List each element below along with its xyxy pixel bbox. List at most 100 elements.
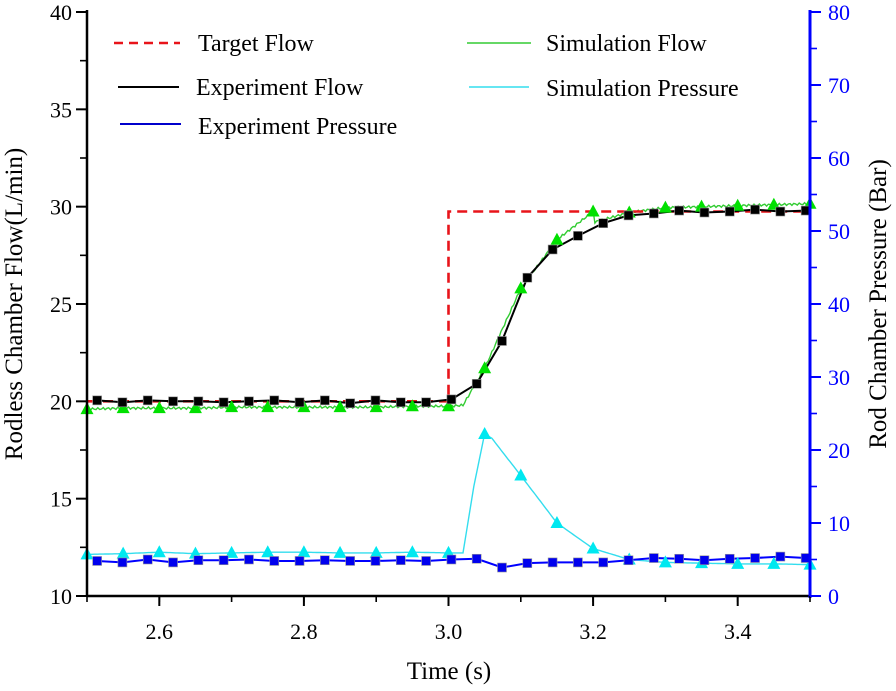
legend: Target Flow Experiment Flow Experiment P… xyxy=(114,31,739,140)
data-point-experiment-pressure xyxy=(623,555,634,566)
data-point-experiment-pressure xyxy=(598,557,609,568)
data-point-simulation-flow xyxy=(658,200,672,213)
y2-tick-label: 10 xyxy=(828,511,850,536)
series-line-experiment-flow xyxy=(97,208,806,405)
data-point-experiment-flow xyxy=(168,396,178,407)
data-point-experiment-pressure xyxy=(674,553,684,564)
data-point-experiment-pressure xyxy=(370,556,381,566)
y2-tick-label: 80 xyxy=(828,0,850,25)
data-point-simulation-pressure xyxy=(152,545,166,558)
y-tick-label: 30 xyxy=(50,195,72,220)
x-tick-label: 2.8 xyxy=(290,619,318,644)
legend-label-experiment-flow: Experiment Flow xyxy=(196,75,364,101)
y2-tick-label: 60 xyxy=(828,146,850,171)
data-point-experiment-pressure xyxy=(92,556,102,566)
data-point-experiment-flow xyxy=(294,397,305,408)
data-point-experiment-flow xyxy=(674,205,684,216)
data-point-experiment-pressure xyxy=(497,562,507,573)
y2-tick-label: 50 xyxy=(828,219,850,244)
data-point-experiment-pressure xyxy=(573,557,583,568)
data-point-experiment-flow xyxy=(573,231,583,241)
y-tick-label: 35 xyxy=(50,97,72,122)
data-point-experiment-pressure xyxy=(345,556,355,566)
axes-layer: 2.6 2.8 3.0 3.2 3.4 10 15 20 25 30 35 40 0 10 20 30 40 50… xyxy=(50,0,850,644)
x-tick-label: 3.2 xyxy=(579,619,607,644)
data-point-experiment-flow xyxy=(724,206,735,217)
x-tick-label: 3.4 xyxy=(724,619,752,644)
y-tick-label: 20 xyxy=(50,389,72,414)
x-tick-label: 3.0 xyxy=(435,619,463,644)
data-point-experiment-flow xyxy=(446,394,457,405)
legend-label-simulation-pressure: Simulation Pressure xyxy=(546,76,739,102)
data-point-experiment-flow xyxy=(547,244,558,255)
data-point-simulation-pressure xyxy=(116,546,130,559)
y2-tick-label: 30 xyxy=(828,365,850,390)
data-point-simulation-flow xyxy=(152,401,166,414)
data-point-experiment-pressure xyxy=(724,553,735,564)
data-point-experiment-pressure xyxy=(244,554,254,565)
data-point-experiment-flow xyxy=(699,207,710,218)
data-point-experiment-pressure xyxy=(522,558,533,568)
data-point-simulation-flow xyxy=(586,204,600,217)
data-point-experiment-flow xyxy=(117,397,128,408)
data-point-simulation-pressure xyxy=(586,541,600,554)
data-point-experiment-flow xyxy=(320,395,330,406)
data-point-experiment-flow xyxy=(92,395,102,406)
data-point-simulation-pressure xyxy=(405,545,419,558)
x-axis-title: Time (s) xyxy=(407,658,492,685)
data-point-simulation-flow xyxy=(369,400,383,413)
data-point-experiment-flow xyxy=(244,396,254,407)
series-layer xyxy=(80,196,817,573)
y2-tick-label: 20 xyxy=(828,438,850,463)
x-tick-label: 2.6 xyxy=(146,619,174,644)
data-point-experiment-flow xyxy=(623,210,634,221)
data-point-simulation-pressure xyxy=(550,516,564,528)
series-line-simulation-pressure xyxy=(87,432,810,566)
y-tick-label: 25 xyxy=(50,292,72,317)
data-point-simulation-pressure xyxy=(297,545,311,558)
data-point-experiment-pressure xyxy=(775,551,786,562)
data-point-experiment-flow xyxy=(750,204,760,215)
data-point-experiment-flow xyxy=(193,396,204,407)
data-point-simulation-pressure xyxy=(658,555,672,568)
data-point-experiment-flow xyxy=(471,379,482,389)
data-point-simulation-flow xyxy=(225,400,239,413)
data-point-simulation-flow xyxy=(405,399,419,412)
data-point-experiment-pressure xyxy=(294,556,305,566)
data-point-experiment-flow xyxy=(370,395,381,406)
data-point-experiment-pressure xyxy=(117,557,128,568)
legend-label-simulation-flow: Simulation Flow xyxy=(546,31,707,57)
data-point-experiment-pressure xyxy=(446,554,457,565)
legend-label-target-flow: Target Flow xyxy=(198,31,315,57)
data-point-experiment-flow xyxy=(345,398,355,409)
data-point-experiment-pressure xyxy=(142,554,153,565)
data-point-experiment-flow xyxy=(421,397,431,408)
data-point-experiment-flow xyxy=(497,336,507,346)
y2-tick-label: 40 xyxy=(828,292,850,317)
data-point-simulation-pressure xyxy=(478,426,492,439)
data-point-simulation-flow xyxy=(442,399,455,412)
data-point-experiment-pressure xyxy=(168,557,178,568)
data-point-simulation-pressure xyxy=(333,545,347,558)
y2-tick-label: 70 xyxy=(828,73,850,98)
data-point-simulation-flow xyxy=(116,401,130,414)
data-point-experiment-flow xyxy=(218,397,229,408)
data-point-experiment-flow xyxy=(142,395,153,406)
data-point-simulation-flow xyxy=(188,401,202,414)
data-point-simulation-flow xyxy=(261,400,275,413)
data-point-experiment-pressure xyxy=(395,555,406,566)
series-line-target-flow xyxy=(87,210,810,403)
y-tick-label: 40 xyxy=(50,0,72,25)
data-point-experiment-pressure xyxy=(699,555,710,566)
data-point-simulation-flow xyxy=(767,197,781,210)
data-point-experiment-flow xyxy=(649,208,659,219)
data-point-experiment-flow xyxy=(269,395,280,406)
data-point-simulation-pressure xyxy=(514,468,528,481)
data-point-experiment-pressure xyxy=(547,557,558,568)
data-point-simulation-flow xyxy=(514,281,528,294)
data-point-experiment-pressure xyxy=(421,556,431,566)
y-tick-label: 10 xyxy=(50,584,72,609)
data-point-simulation-pressure xyxy=(261,545,275,558)
data-point-experiment-flow xyxy=(395,397,406,408)
